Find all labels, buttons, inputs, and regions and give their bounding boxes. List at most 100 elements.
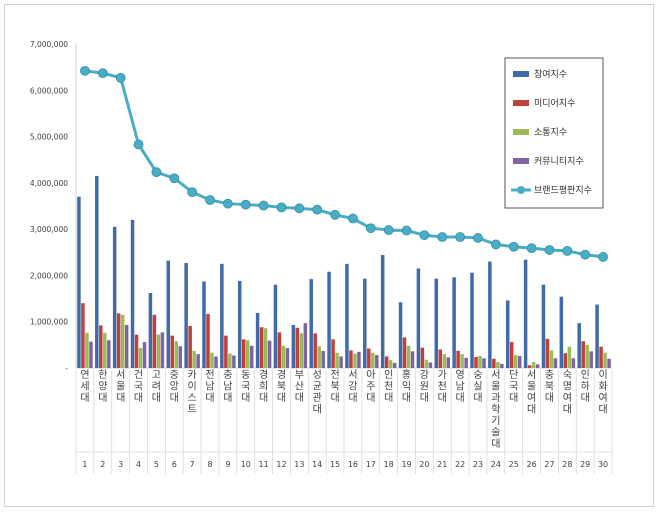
point-브랜드평판지수 xyxy=(258,200,269,211)
bar-참여지수 xyxy=(112,226,117,368)
point-브랜드평판지수 xyxy=(115,72,126,83)
bar-미디어지수 xyxy=(116,313,121,368)
point-브랜드평판지수 xyxy=(419,230,430,241)
bar-미디어지수 xyxy=(152,314,157,368)
bar-소통지수 xyxy=(478,355,482,368)
bar-커뮤니티지수 xyxy=(392,362,397,368)
bar-참여지수 xyxy=(541,284,546,368)
bar-참여지수 xyxy=(237,280,242,368)
bar-미디어지수 xyxy=(349,350,353,368)
bar-소통지수 xyxy=(585,344,589,368)
bar-커뮤니티지수 xyxy=(178,346,183,368)
bar-소통지수 xyxy=(156,334,161,368)
bar-커뮤니티지수 xyxy=(232,355,236,368)
bar-참여지수 xyxy=(595,304,599,368)
bar-미디어지수 xyxy=(545,338,550,368)
bar-커뮤니티지수 xyxy=(285,348,290,368)
bar-참여지수 xyxy=(577,323,581,368)
bar-참여지수 xyxy=(148,293,153,368)
rank-label: 9 xyxy=(225,460,230,469)
y-tick-label: 2,000,000 xyxy=(30,271,68,280)
bar-미디어지수 xyxy=(295,327,300,368)
bar-미디어지수 xyxy=(420,347,425,368)
bar-커뮤니티지수 xyxy=(517,355,522,368)
bar-커뮤니티지수 xyxy=(214,356,218,368)
point-브랜드평판지수 xyxy=(80,65,90,76)
bar-참여지수 xyxy=(77,196,81,368)
point-브랜드평판지수 xyxy=(508,241,519,252)
legend-swatch xyxy=(513,71,529,77)
bar-참여지수 xyxy=(327,271,331,368)
bar-소통지수 xyxy=(549,350,554,368)
bar-참여지수 xyxy=(398,302,403,368)
point-브랜드평판지수 xyxy=(365,223,376,234)
bar-미디어지수 xyxy=(331,339,335,368)
bar-소통지수 xyxy=(85,332,89,368)
bar-참여지수 xyxy=(184,262,188,368)
bar-미디어지수 xyxy=(170,335,175,368)
rank-label: 26 xyxy=(527,460,537,469)
rank-label: 30 xyxy=(598,460,608,469)
bar-커뮤니티지수 xyxy=(267,340,272,368)
legend-entry-label: 커뮤니티지수 xyxy=(534,156,584,167)
y-tick-label: 1,000,000 xyxy=(30,318,68,327)
bar-커뮤니티지수 xyxy=(535,364,540,368)
bar-커뮤니티지수 xyxy=(607,358,611,368)
bar-소통지수 xyxy=(567,346,572,368)
rank-label: 25 xyxy=(509,460,519,469)
rank-label: 2 xyxy=(100,460,105,469)
point-브랜드평판지수 xyxy=(205,195,215,205)
bar-참여지수 xyxy=(416,268,421,368)
point-브랜드평판지수 xyxy=(526,243,537,254)
bar-소통지수 xyxy=(460,354,464,368)
point-브랜드평판지수 xyxy=(312,204,323,215)
bar-미디어지수 xyxy=(241,339,246,368)
bar-커뮤니티지수 xyxy=(249,345,254,368)
bar-소통지수 xyxy=(424,359,429,368)
bar-커뮤니티지수 xyxy=(196,354,200,368)
bar-소통지수 xyxy=(603,352,607,368)
bar-참여지수 xyxy=(255,312,260,368)
bar-커뮤니티지수 xyxy=(375,355,379,368)
bar-커뮤니티지수 xyxy=(160,332,165,368)
bar-커뮤니티지수 xyxy=(553,358,558,368)
bar-미디어지수 xyxy=(402,337,407,368)
bar-커뮤니티지수 xyxy=(303,323,308,368)
rank-label: 21 xyxy=(437,460,447,469)
bar-미디어지수 xyxy=(224,335,228,368)
point-브랜드평판지수 xyxy=(330,209,340,220)
bar-미디어지수 xyxy=(313,333,317,368)
bar-미디어지수 xyxy=(527,365,532,368)
rank-label: 22 xyxy=(455,460,465,469)
bar-참여지수 xyxy=(505,300,510,368)
bar-소통지수 xyxy=(210,352,214,368)
point-브랜드평판지수 xyxy=(133,139,144,150)
rank-label: 8 xyxy=(207,460,212,469)
bar-미디어지수 xyxy=(456,350,460,368)
bar-참여지수 xyxy=(166,260,171,368)
point-브랜드평판지수 xyxy=(490,239,501,250)
rank-label: 19 xyxy=(401,460,411,469)
rank-label: 7 xyxy=(190,460,195,469)
bar-커뮤니티지수 xyxy=(89,341,93,368)
bar-미디어지수 xyxy=(259,327,264,368)
rank-label: 17 xyxy=(366,460,376,469)
bar-소통지수 xyxy=(388,360,393,368)
bar-소통지수 xyxy=(371,352,375,368)
rank-label: 13 xyxy=(294,460,304,469)
bar-커뮤니티지수 xyxy=(589,351,593,368)
y-tick-label: 7,000,000 xyxy=(30,40,68,49)
